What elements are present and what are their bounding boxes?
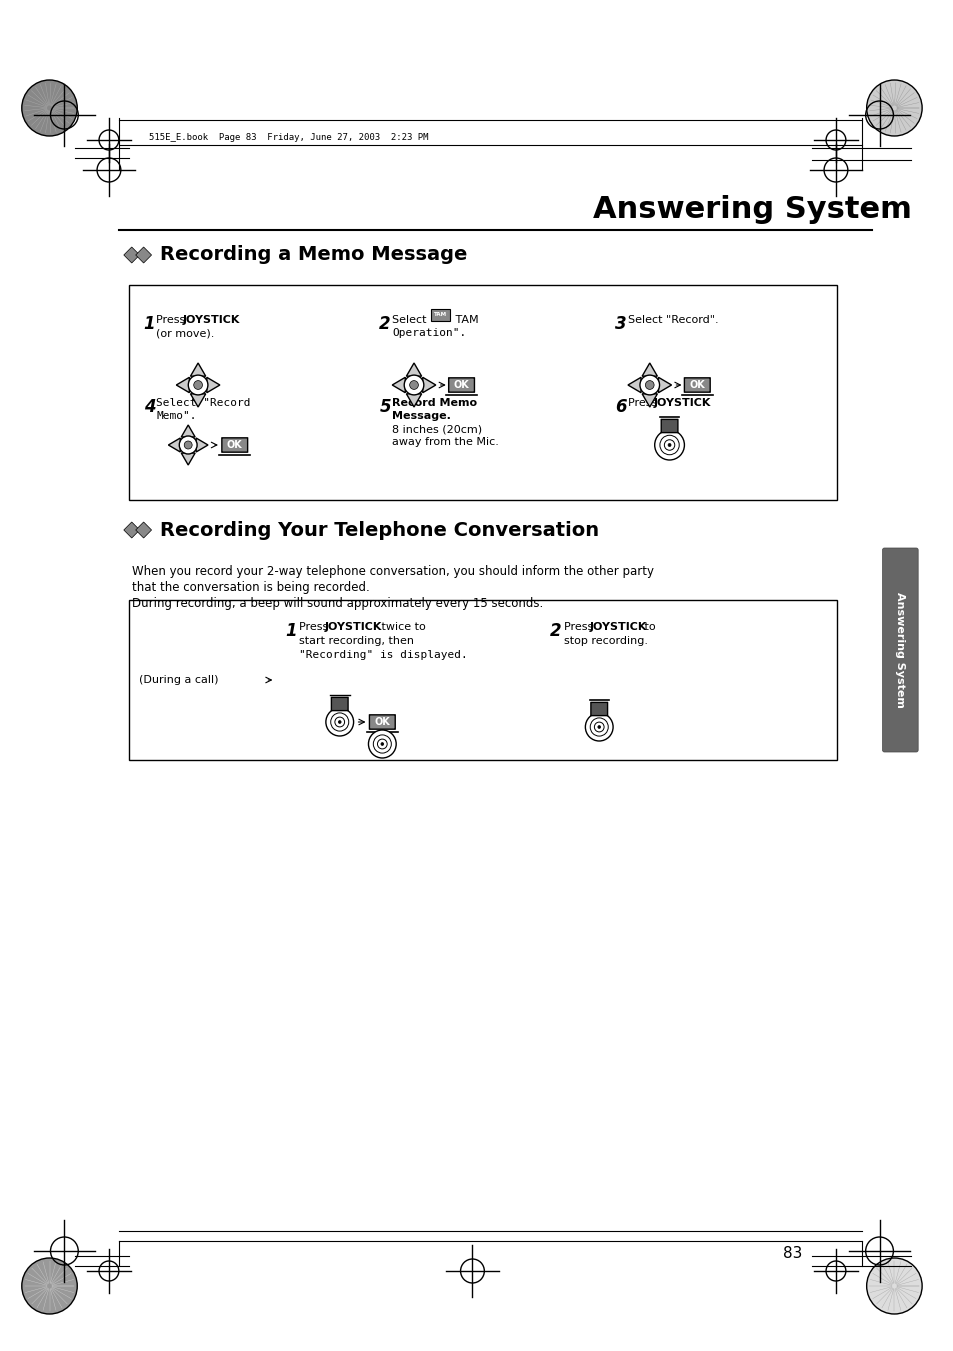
Circle shape bbox=[22, 1258, 77, 1315]
Polygon shape bbox=[406, 363, 421, 376]
Text: When you record your 2-way telephone conversation, you should inform the other p: When you record your 2-way telephone con… bbox=[132, 565, 653, 578]
Polygon shape bbox=[196, 438, 208, 453]
Text: Message.: Message. bbox=[392, 411, 451, 422]
Text: Select "Record: Select "Record bbox=[156, 399, 251, 408]
FancyBboxPatch shape bbox=[683, 378, 709, 392]
Text: Press: Press bbox=[627, 399, 660, 408]
Text: Press: Press bbox=[299, 621, 332, 632]
Circle shape bbox=[368, 730, 395, 758]
Text: Answering System: Answering System bbox=[895, 592, 904, 708]
Text: During recording, a beep will sound approximately every 15 seconds.: During recording, a beep will sound appr… bbox=[132, 597, 542, 611]
Circle shape bbox=[865, 1258, 922, 1315]
Circle shape bbox=[193, 381, 202, 389]
Text: OK: OK bbox=[375, 717, 390, 727]
Circle shape bbox=[645, 381, 654, 389]
Circle shape bbox=[188, 376, 208, 394]
Circle shape bbox=[179, 436, 197, 454]
Polygon shape bbox=[191, 393, 206, 407]
Polygon shape bbox=[641, 363, 657, 376]
Text: OK: OK bbox=[227, 440, 242, 450]
Polygon shape bbox=[191, 363, 206, 376]
Polygon shape bbox=[627, 377, 640, 393]
Circle shape bbox=[598, 725, 600, 728]
Text: (During a call): (During a call) bbox=[138, 676, 218, 685]
Text: Press: Press bbox=[563, 621, 596, 632]
Text: Select "Record".: Select "Record". bbox=[627, 315, 718, 326]
Polygon shape bbox=[124, 247, 139, 263]
Text: 3: 3 bbox=[615, 315, 626, 332]
Text: 8 inches (20cm): 8 inches (20cm) bbox=[392, 424, 482, 434]
Text: 5: 5 bbox=[379, 399, 391, 416]
Text: 6: 6 bbox=[615, 399, 626, 416]
Polygon shape bbox=[207, 377, 219, 393]
Text: 2: 2 bbox=[549, 621, 560, 640]
Polygon shape bbox=[135, 247, 152, 263]
Circle shape bbox=[654, 430, 683, 459]
Text: twice to: twice to bbox=[378, 621, 426, 632]
FancyBboxPatch shape bbox=[331, 697, 348, 711]
Circle shape bbox=[585, 713, 613, 740]
FancyBboxPatch shape bbox=[882, 549, 917, 753]
Polygon shape bbox=[168, 438, 180, 453]
FancyBboxPatch shape bbox=[448, 378, 474, 392]
Circle shape bbox=[326, 708, 354, 736]
Circle shape bbox=[22, 80, 77, 136]
Text: that the conversation is being recorded.: that the conversation is being recorded. bbox=[132, 581, 369, 594]
Text: 2: 2 bbox=[379, 315, 391, 332]
FancyBboxPatch shape bbox=[129, 285, 836, 500]
Text: JOYSTICK: JOYSTICK bbox=[653, 399, 710, 408]
FancyBboxPatch shape bbox=[129, 600, 836, 761]
Text: (or move).: (or move). bbox=[156, 328, 214, 338]
Polygon shape bbox=[181, 453, 195, 465]
Text: OK: OK bbox=[689, 380, 704, 390]
Polygon shape bbox=[176, 377, 190, 393]
Polygon shape bbox=[641, 393, 657, 407]
FancyBboxPatch shape bbox=[222, 438, 248, 453]
Text: to: to bbox=[640, 621, 655, 632]
Circle shape bbox=[639, 376, 659, 394]
Text: JOYSTICK: JOYSTICK bbox=[589, 621, 646, 632]
Text: TAM: TAM bbox=[451, 315, 477, 326]
Text: TAM: TAM bbox=[434, 312, 447, 317]
Circle shape bbox=[865, 80, 922, 136]
Polygon shape bbox=[658, 377, 671, 393]
Text: start recording, then: start recording, then bbox=[299, 636, 414, 646]
Circle shape bbox=[409, 381, 418, 389]
Text: 4: 4 bbox=[144, 399, 155, 416]
Text: stop recording.: stop recording. bbox=[563, 636, 647, 646]
Polygon shape bbox=[422, 377, 436, 393]
Polygon shape bbox=[135, 521, 152, 538]
Circle shape bbox=[380, 743, 383, 746]
Circle shape bbox=[184, 440, 192, 449]
FancyBboxPatch shape bbox=[369, 715, 395, 730]
Text: Operation".: Operation". bbox=[392, 328, 466, 338]
Circle shape bbox=[338, 720, 341, 723]
FancyBboxPatch shape bbox=[431, 308, 450, 320]
Text: 515E_E.book  Page 83  Friday, June 27, 2003  2:23 PM: 515E_E.book Page 83 Friday, June 27, 200… bbox=[149, 134, 428, 142]
FancyBboxPatch shape bbox=[590, 703, 607, 716]
Text: Select ": Select " bbox=[392, 315, 435, 326]
Text: Answering System: Answering System bbox=[593, 196, 911, 224]
Polygon shape bbox=[406, 393, 421, 407]
Polygon shape bbox=[181, 426, 195, 436]
Text: OK: OK bbox=[454, 380, 469, 390]
Text: Record Memo: Record Memo bbox=[392, 399, 476, 408]
Text: away from the Mic.: away from the Mic. bbox=[392, 436, 498, 447]
Text: 1: 1 bbox=[144, 315, 155, 332]
Text: 83: 83 bbox=[781, 1247, 801, 1262]
Text: 1: 1 bbox=[285, 621, 296, 640]
Circle shape bbox=[667, 443, 670, 446]
Polygon shape bbox=[392, 377, 405, 393]
Text: Recording a Memo Message: Recording a Memo Message bbox=[160, 246, 467, 265]
FancyBboxPatch shape bbox=[660, 419, 678, 432]
Polygon shape bbox=[124, 521, 139, 538]
Text: Press: Press bbox=[156, 315, 189, 326]
Text: Recording Your Telephone Conversation: Recording Your Telephone Conversation bbox=[160, 520, 598, 539]
Text: Memo".: Memo". bbox=[156, 411, 196, 422]
Circle shape bbox=[404, 376, 423, 394]
Text: JOYSTICK: JOYSTICK bbox=[325, 621, 382, 632]
Text: .: . bbox=[701, 399, 705, 408]
Text: "Recording" is displayed.: "Recording" is displayed. bbox=[299, 650, 467, 661]
Text: JOYSTICK: JOYSTICK bbox=[182, 315, 239, 326]
